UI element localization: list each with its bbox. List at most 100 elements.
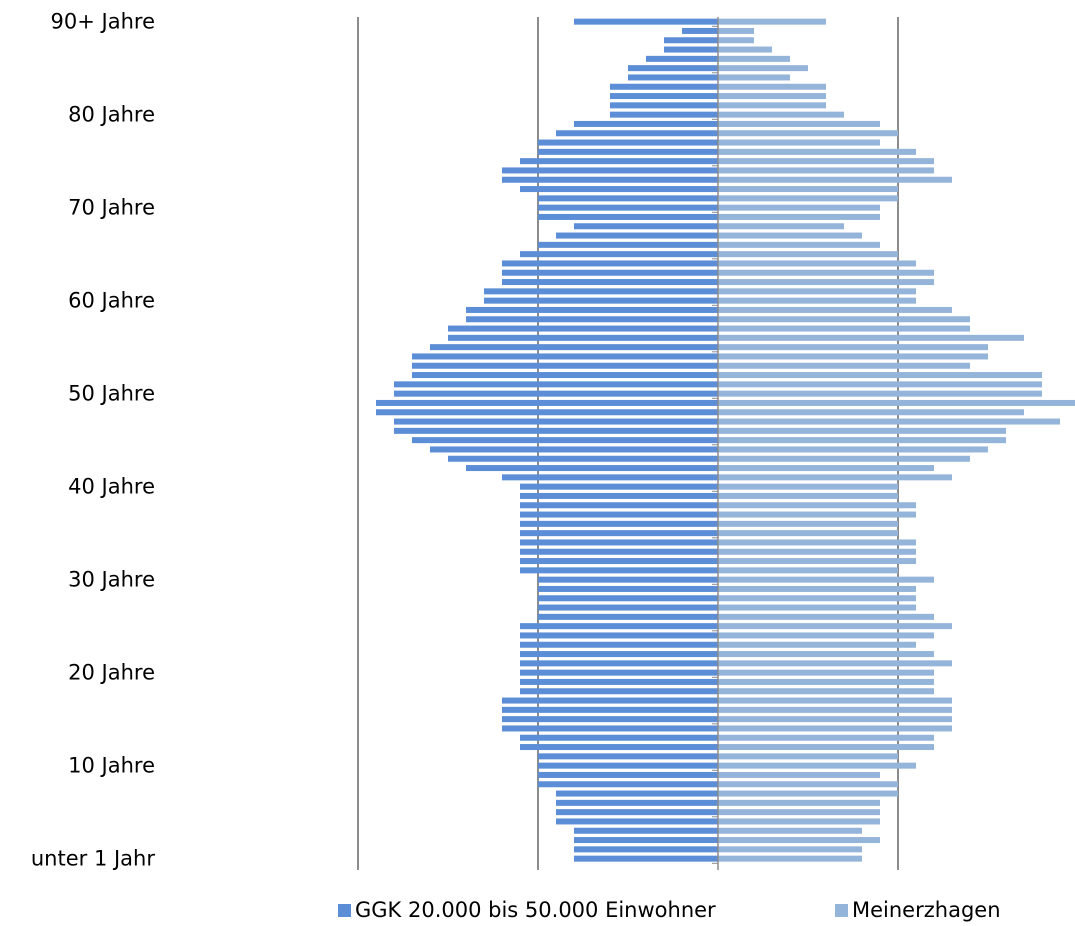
bar-meinerzhagen-age-9 xyxy=(718,771,880,778)
bar-meinerzhagen-age-80 xyxy=(718,111,844,118)
bar-meinerzhagen-age-1 xyxy=(718,846,862,853)
bar-meinerzhagen-age-47 xyxy=(718,418,1060,425)
bar-meinerzhagen-age-20 xyxy=(718,669,934,676)
bar-ggk-age-17 xyxy=(502,697,718,704)
bar-ggk-age-44 xyxy=(430,446,718,453)
bar-meinerzhagen-age-85 xyxy=(718,65,808,72)
bar-meinerzhagen-age-24 xyxy=(718,632,934,639)
bar-ggk-age-38 xyxy=(520,502,718,509)
bar-meinerzhagen-age-27 xyxy=(718,604,916,611)
bar-meinerzhagen-age-73 xyxy=(718,176,952,183)
bar-ggk-age-70 xyxy=(538,204,718,211)
bar-meinerzhagen-age-56 xyxy=(718,334,1024,341)
bar-meinerzhagen-age-43 xyxy=(718,455,970,462)
bar-ggk-age-63 xyxy=(502,269,718,276)
bar-meinerzhagen-age-66 xyxy=(718,241,880,248)
bar-meinerzhagen-age-89 xyxy=(718,27,754,34)
bar-meinerzhagen-age-19 xyxy=(718,678,934,685)
bar-ggk-age-7 xyxy=(556,790,718,797)
bar-ggk-age-67 xyxy=(556,232,718,239)
bar-ggk-age-90 xyxy=(574,18,718,25)
bar-ggk-age-41 xyxy=(502,474,718,481)
bar-ggk-age-73 xyxy=(502,176,718,183)
bar-ggk-age-1 xyxy=(574,846,718,853)
bar-ggk-age-53 xyxy=(412,362,718,369)
bar-ggk-age-40 xyxy=(520,483,718,490)
bar-ggk-age-82 xyxy=(610,93,718,100)
legend: GGK 20.000 bis 50.000 Einwohner Meinerzh… xyxy=(0,896,1075,926)
bar-ggk-age-72 xyxy=(520,186,718,193)
bar-ggk-age-3 xyxy=(574,827,718,834)
bar-meinerzhagen-age-37 xyxy=(718,511,916,518)
bar-ggk-age-15 xyxy=(502,716,718,723)
bar-ggk-age-80 xyxy=(610,111,718,118)
bar-ggk-age-87 xyxy=(664,46,718,53)
bar-ggk-age-6 xyxy=(556,799,718,806)
bar-meinerzhagen-age-61 xyxy=(718,288,916,295)
bar-meinerzhagen-age-39 xyxy=(718,492,898,499)
bar-ggk-age-59 xyxy=(466,306,718,313)
bar-ggk-age-29 xyxy=(538,585,718,592)
bar-ggk-age-78 xyxy=(556,130,718,137)
bar-ggk-age-77 xyxy=(538,139,718,146)
bar-ggk-age-71 xyxy=(538,195,718,202)
bar-meinerzhagen-age-36 xyxy=(718,520,898,527)
bar-ggk-age-45 xyxy=(412,437,718,444)
bar-meinerzhagen-age-62 xyxy=(718,279,934,286)
y-tick-label: 30 Jahre xyxy=(68,568,155,592)
y-tick-label: 70 Jahre xyxy=(68,196,155,220)
bar-meinerzhagen-age-21 xyxy=(718,660,952,667)
bar-ggk-age-58 xyxy=(466,316,718,323)
y-tick-label: 40 Jahre xyxy=(68,475,155,499)
bar-ggk-age-48 xyxy=(376,409,718,416)
bar-ggk-age-57 xyxy=(448,325,718,332)
bar-meinerzhagen-age-46 xyxy=(718,427,1006,434)
bar-meinerzhagen-age-41 xyxy=(718,474,952,481)
bar-meinerzhagen-age-5 xyxy=(718,809,880,816)
bar-ggk-age-62 xyxy=(502,279,718,286)
bar-meinerzhagen-age-2 xyxy=(718,837,880,844)
bar-ggk-age-36 xyxy=(520,520,718,527)
bar-ggk-age-11 xyxy=(538,753,718,760)
legend-label-ggk: GGK 20.000 bis 50.000 Einwohner xyxy=(355,898,716,922)
bar-ggk-age-32 xyxy=(520,558,718,565)
bar-ggk-age-49 xyxy=(376,399,718,406)
bar-meinerzhagen-age-16 xyxy=(718,706,952,713)
bar-ggk-age-76 xyxy=(538,148,718,155)
bar-meinerzhagen-age-17 xyxy=(718,697,952,704)
bar-meinerzhagen-age-76 xyxy=(718,148,916,155)
bar-meinerzhagen-age-13 xyxy=(718,734,934,741)
legend-item-ggk: GGK 20.000 bis 50.000 Einwohner xyxy=(338,898,716,922)
legend-swatch-ggk xyxy=(338,903,351,917)
bar-ggk-age-50 xyxy=(394,390,718,397)
bar-meinerzhagen-age-51 xyxy=(718,381,1042,388)
bar-ggk-age-61 xyxy=(484,288,718,295)
bar-meinerzhagen-age-74 xyxy=(718,167,934,174)
bar-ggk-age-31 xyxy=(520,567,718,574)
bar-meinerzhagen-age-29 xyxy=(718,585,916,592)
bar-meinerzhagen-age-6 xyxy=(718,799,880,806)
bar-meinerzhagen-age-10 xyxy=(718,762,916,769)
bar-meinerzhagen-age-78 xyxy=(718,130,898,137)
bar-ggk-age-83 xyxy=(610,83,718,90)
bar-meinerzhagen-age-28 xyxy=(718,595,916,602)
bar-meinerzhagen-age-57 xyxy=(718,325,970,332)
bar-ggk-age-75 xyxy=(520,158,718,165)
bar-meinerzhagen-age-79 xyxy=(718,120,880,127)
bar-ggk-age-55 xyxy=(430,344,718,351)
bar-meinerzhagen-age-58 xyxy=(718,316,970,323)
bar-ggk-age-2 xyxy=(574,837,718,844)
bar-meinerzhagen-age-31 xyxy=(718,567,898,574)
bar-ggk-age-23 xyxy=(520,641,718,648)
bar-meinerzhagen-age-71 xyxy=(718,195,898,202)
bar-meinerzhagen-age-4 xyxy=(718,818,880,825)
bar-meinerzhagen-age-54 xyxy=(718,353,988,360)
bar-meinerzhagen-age-22 xyxy=(718,651,934,658)
bar-ggk-age-39 xyxy=(520,492,718,499)
bar-meinerzhagen-age-44 xyxy=(718,446,988,453)
bar-ggk-age-22 xyxy=(520,651,718,658)
bar-ggk-age-27 xyxy=(538,604,718,611)
bar-ggk-age-84 xyxy=(628,74,718,81)
bar-ggk-age-35 xyxy=(520,530,718,537)
